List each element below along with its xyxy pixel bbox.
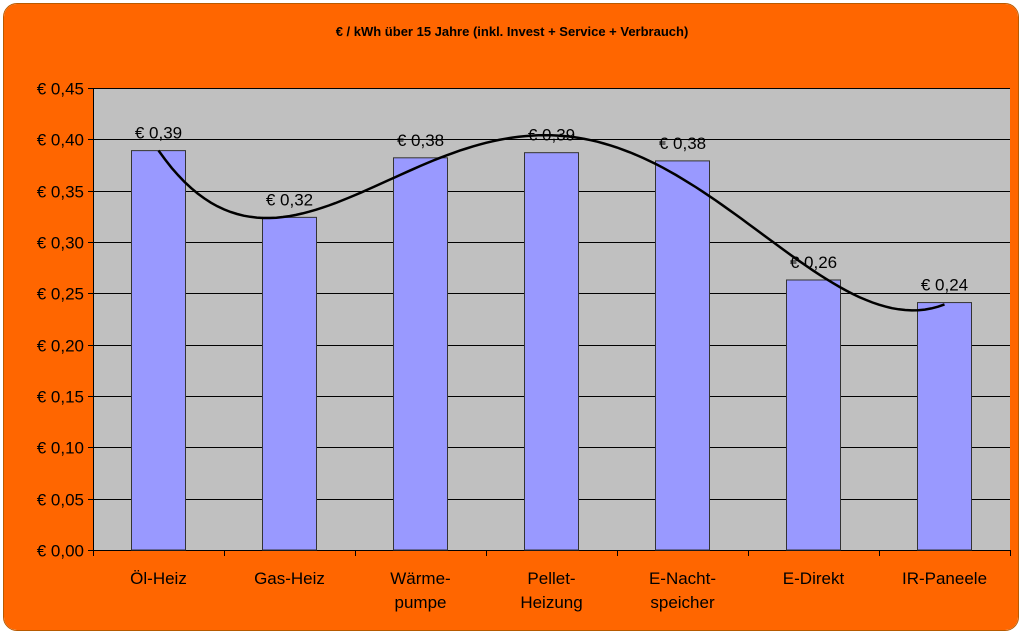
- y-tick-label: € 0,05: [37, 491, 84, 510]
- y-tick-label: € 0,35: [37, 183, 84, 202]
- bar-6: [917, 302, 972, 551]
- chart-svg: € / kWh über 15 Jahre (inkl. Invest + Se…: [4, 4, 1018, 630]
- x-category-label-line: E-Nacht-: [649, 569, 716, 588]
- y-tick-label: € 0,40: [37, 131, 84, 150]
- x-category-label: E-Nacht-speicher: [649, 569, 716, 612]
- data-label: € 0,39: [135, 124, 182, 143]
- data-label: € 0,26: [790, 253, 837, 272]
- x-category-label-line: speicher: [650, 593, 715, 612]
- x-category-label-line: IR-Paneele: [902, 569, 987, 588]
- y-tick-label: € 0,00: [37, 542, 84, 561]
- y-tick-label: € 0,30: [37, 234, 84, 253]
- y-tick-label: € 0,20: [37, 337, 84, 356]
- trendline: [157, 133, 945, 312]
- data-label: € 0,24: [921, 276, 968, 295]
- bar-2: [393, 157, 448, 551]
- bar-5: [786, 279, 841, 551]
- x-category-label: Öl-Heiz: [130, 569, 187, 588]
- x-category-label-line: Heizung: [520, 593, 582, 612]
- x-category-label-line: E-Direkt: [783, 569, 845, 588]
- bar-0: [131, 150, 186, 551]
- x-category-label: Pellet- Heizung: [520, 569, 582, 612]
- data-label: € 0,38: [659, 134, 706, 153]
- data-label: € 0,32: [266, 190, 313, 209]
- bar-3: [524, 152, 579, 551]
- y-tick-label: € 0,25: [37, 285, 84, 304]
- x-category-label: Wärme-pumpe: [390, 569, 450, 612]
- y-tick-label: € 0,10: [37, 439, 84, 458]
- x-category-label-line: Wärme-: [390, 569, 450, 588]
- data-label: € 0,38: [397, 131, 444, 150]
- data-label: € 0,39: [528, 126, 575, 145]
- x-category-label: Gas-Heiz: [254, 569, 325, 588]
- x-category-label: IR-Paneele: [902, 569, 987, 588]
- bar-4: [655, 160, 710, 551]
- y-tick-label: € 0,15: [37, 388, 84, 407]
- x-category-label-line: pumpe: [395, 593, 447, 612]
- x-category-label-line: Gas-Heiz: [254, 569, 325, 588]
- y-tick-label: € 0,45: [37, 80, 84, 99]
- bar-1: [262, 216, 317, 551]
- x-category-label-line: Pellet-: [527, 569, 575, 588]
- chart-frame: € / kWh über 15 Jahre (inkl. Invest + Se…: [3, 3, 1019, 631]
- chart-title: € / kWh über 15 Jahre (inkl. Invest + Se…: [336, 24, 689, 39]
- x-category-label-line: Öl-Heiz: [130, 569, 187, 588]
- x-category-label: E-Direkt: [783, 569, 845, 588]
